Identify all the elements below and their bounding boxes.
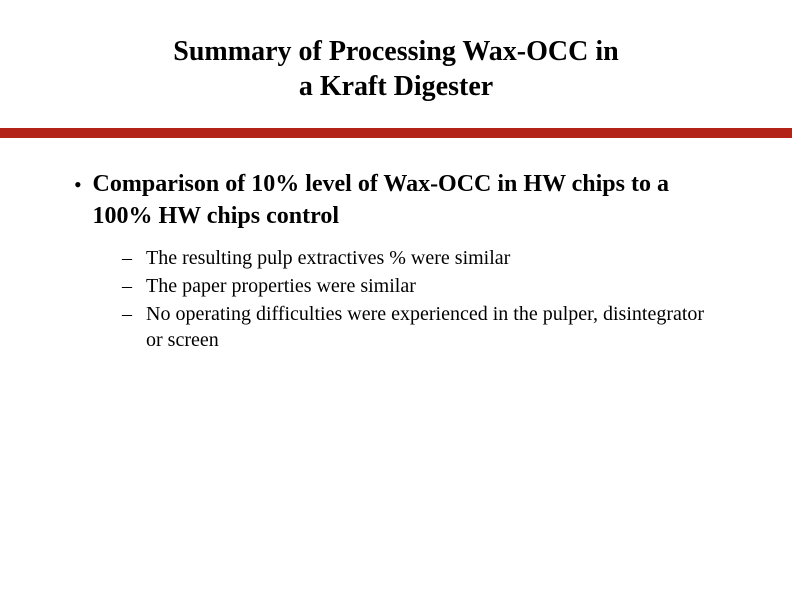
title-underline [0,128,792,138]
sub-bullet-item: – No operating difficulties were experie… [122,301,732,353]
sub-bullet-marker: – [122,245,146,271]
title-line-2: a Kraft Digester [0,69,792,104]
sub-bullet-text: No operating difficulties were experienc… [146,301,706,353]
slide: Summary of Processing Wax-OCC in a Kraft… [0,0,792,612]
bullet-text: Comparison of 10% level of Wax-OCC in HW… [93,168,732,233]
sub-bullet-item: – The resulting pulp extractives % were … [122,245,732,271]
sub-bullet-item: – The paper properties were similar [122,273,732,299]
sub-bullet-marker: – [122,301,146,327]
sub-bullet-list: – The resulting pulp extractives % were … [122,245,732,353]
bullet-item: • Comparison of 10% level of Wax-OCC in … [74,168,732,233]
sub-bullet-text: The resulting pulp extractives % were si… [146,245,510,271]
sub-bullet-marker: – [122,273,146,299]
title-line-1: Summary of Processing Wax-OCC in [0,34,792,69]
slide-body: • Comparison of 10% level of Wax-OCC in … [74,168,732,355]
sub-bullet-text: The paper properties were similar [146,273,416,299]
slide-title: Summary of Processing Wax-OCC in a Kraft… [0,0,792,104]
bullet-marker: • [74,168,93,198]
